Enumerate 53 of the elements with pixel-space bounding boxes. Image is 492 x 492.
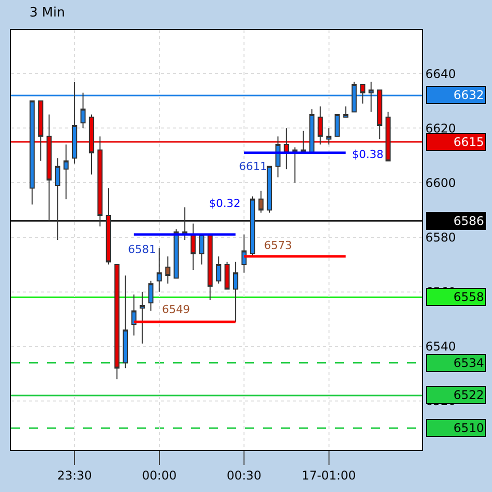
x-tick-label: 00:30: [226, 468, 262, 482]
candlestick: [216, 256, 222, 284]
candlestick: [64, 144, 69, 200]
candlestick: [131, 294, 136, 336]
candlestick: [114, 264, 120, 380]
x-tick-label: 17-01:00: [302, 468, 356, 482]
annotation: 6573: [264, 239, 292, 252]
candlestick: [258, 190, 264, 214]
candlestick: [148, 280, 154, 312]
candlestick: [343, 106, 348, 118]
y-tick-label: 6620: [425, 121, 456, 136]
candlestick: [30, 100, 35, 206]
x-tick-label: 00:00: [142, 468, 177, 482]
annotation: 6549: [162, 303, 190, 316]
candlestick: [165, 256, 170, 284]
candlestick: [208, 234, 213, 300]
y-tick-label: 6580: [425, 230, 456, 244]
candlestick: [156, 248, 162, 292]
candlestick: [334, 114, 340, 137]
candlestick: [241, 234, 247, 274]
candlestick: [55, 158, 60, 240]
annotation: 6581: [128, 243, 156, 256]
candlestick: [122, 274, 128, 369]
candlestick: [106, 188, 112, 266]
y-tick-label: 6540: [425, 340, 456, 354]
candlestick: [275, 136, 281, 178]
candlestick: [232, 261, 238, 322]
x-tick-label: 23:30: [57, 468, 92, 482]
candlestick: [309, 108, 314, 154]
candlestick: [360, 84, 366, 104]
candlestick: [174, 228, 179, 279]
ref-line-label: 6510: [453, 421, 484, 435]
candlestick: [224, 261, 230, 290]
annotation: $0.38: [352, 148, 384, 161]
annotation: 6611: [239, 160, 267, 173]
candlestick: [266, 166, 272, 214]
chart-title: 3 Min: [30, 5, 66, 20]
ref-line-label: 6522: [453, 388, 484, 402]
candlestick: [250, 196, 256, 257]
candlestick: [140, 291, 145, 344]
candlestick: [190, 223, 196, 270]
ref-line-label: 6534: [453, 356, 484, 370]
candlestick: [326, 128, 332, 146]
annotation: $0.32: [209, 197, 240, 210]
y-tick-label: 6640: [425, 66, 456, 81]
ref-line-label: 6586: [453, 214, 484, 228]
ref-line-label: 6558: [453, 290, 484, 304]
y-tick-label: 6600: [425, 176, 456, 190]
candlestick: [199, 234, 204, 266]
candlestick: [377, 90, 382, 140]
ref-line-label: 6615: [453, 135, 484, 149]
ref-line-label: 6632: [453, 88, 484, 102]
candlestick: [182, 206, 188, 240]
